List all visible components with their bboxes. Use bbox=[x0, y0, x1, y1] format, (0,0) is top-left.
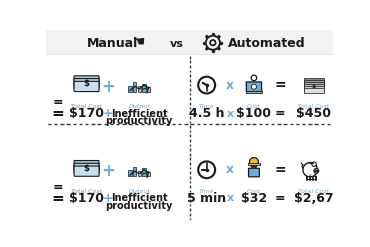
Text: Cost: Cost bbox=[247, 189, 261, 194]
Circle shape bbox=[198, 77, 215, 93]
FancyBboxPatch shape bbox=[74, 161, 99, 171]
Text: $: $ bbox=[84, 164, 90, 173]
Text: ☚: ☚ bbox=[133, 36, 145, 50]
Bar bbox=[128, 86, 132, 92]
Text: +: + bbox=[101, 78, 115, 96]
FancyBboxPatch shape bbox=[246, 82, 262, 92]
Text: Inefficient: Inefficient bbox=[111, 109, 168, 119]
Text: =: = bbox=[275, 78, 286, 92]
Text: Output: Output bbox=[128, 104, 150, 109]
Text: $: $ bbox=[84, 79, 90, 88]
Text: $100: $100 bbox=[236, 107, 272, 120]
FancyBboxPatch shape bbox=[74, 79, 99, 89]
FancyBboxPatch shape bbox=[74, 163, 99, 173]
Text: productivity: productivity bbox=[105, 201, 173, 211]
Bar bbox=[306, 176, 316, 179]
Text: x: x bbox=[226, 193, 233, 203]
Bar bbox=[133, 167, 136, 176]
FancyBboxPatch shape bbox=[249, 168, 259, 177]
Circle shape bbox=[252, 84, 256, 89]
Text: x: x bbox=[226, 109, 233, 119]
Bar bbox=[147, 172, 150, 176]
Bar bbox=[138, 171, 141, 176]
Text: $: $ bbox=[309, 174, 312, 180]
Text: x: x bbox=[226, 79, 234, 92]
Circle shape bbox=[249, 158, 258, 166]
Text: =: = bbox=[51, 191, 64, 206]
Bar bbox=[248, 163, 259, 165]
Text: 5 min: 5 min bbox=[187, 192, 226, 205]
Bar bbox=[46, 30, 333, 54]
Bar bbox=[303, 82, 324, 87]
Bar bbox=[303, 78, 324, 83]
Text: =: = bbox=[51, 106, 64, 121]
Text: Total Cost: Total Cost bbox=[298, 189, 329, 194]
FancyBboxPatch shape bbox=[74, 76, 99, 86]
Bar bbox=[303, 80, 324, 85]
Bar bbox=[303, 84, 324, 89]
Text: Total Cost: Total Cost bbox=[298, 104, 329, 109]
Circle shape bbox=[303, 163, 317, 177]
Text: $2,67: $2,67 bbox=[294, 192, 333, 205]
Text: Time: Time bbox=[199, 104, 215, 109]
Text: Total Cost: Total Cost bbox=[71, 104, 102, 109]
Circle shape bbox=[314, 168, 319, 173]
Text: =: = bbox=[275, 163, 286, 177]
Text: +: + bbox=[103, 192, 114, 205]
Text: =: = bbox=[53, 181, 63, 194]
Text: =: = bbox=[275, 107, 286, 120]
Text: Time: Time bbox=[199, 189, 215, 194]
FancyBboxPatch shape bbox=[74, 81, 99, 92]
Circle shape bbox=[198, 161, 215, 178]
Circle shape bbox=[205, 35, 220, 50]
Text: =: = bbox=[275, 192, 286, 205]
Text: =: = bbox=[53, 96, 63, 109]
Bar bbox=[303, 88, 324, 93]
Text: $: $ bbox=[312, 84, 316, 89]
Text: +: + bbox=[101, 162, 115, 180]
Bar bbox=[128, 170, 132, 176]
Text: Inefficient: Inefficient bbox=[111, 193, 168, 203]
Text: $450: $450 bbox=[296, 107, 331, 120]
Bar bbox=[303, 86, 324, 91]
Bar bbox=[133, 82, 136, 92]
FancyBboxPatch shape bbox=[74, 166, 99, 176]
Circle shape bbox=[251, 75, 257, 81]
Bar bbox=[138, 86, 141, 92]
Bar bbox=[147, 87, 150, 92]
Text: Manual: Manual bbox=[87, 37, 138, 50]
Text: x: x bbox=[226, 163, 234, 176]
Text: Cost: Cost bbox=[247, 104, 261, 109]
Text: Output: Output bbox=[128, 189, 150, 194]
Text: +: + bbox=[103, 107, 114, 120]
Text: Automated: Automated bbox=[228, 37, 306, 50]
Circle shape bbox=[312, 162, 316, 166]
Text: $170: $170 bbox=[69, 192, 104, 205]
Bar bbox=[142, 84, 145, 92]
Text: 4.5 h: 4.5 h bbox=[189, 107, 225, 120]
Text: $32: $32 bbox=[241, 192, 267, 205]
Text: vs: vs bbox=[169, 39, 184, 48]
Text: productivity: productivity bbox=[105, 116, 173, 126]
Text: Total Cost: Total Cost bbox=[71, 189, 102, 194]
Circle shape bbox=[251, 163, 257, 168]
Text: $170: $170 bbox=[69, 107, 104, 120]
Bar bbox=[142, 168, 145, 176]
Bar bbox=[246, 91, 262, 93]
